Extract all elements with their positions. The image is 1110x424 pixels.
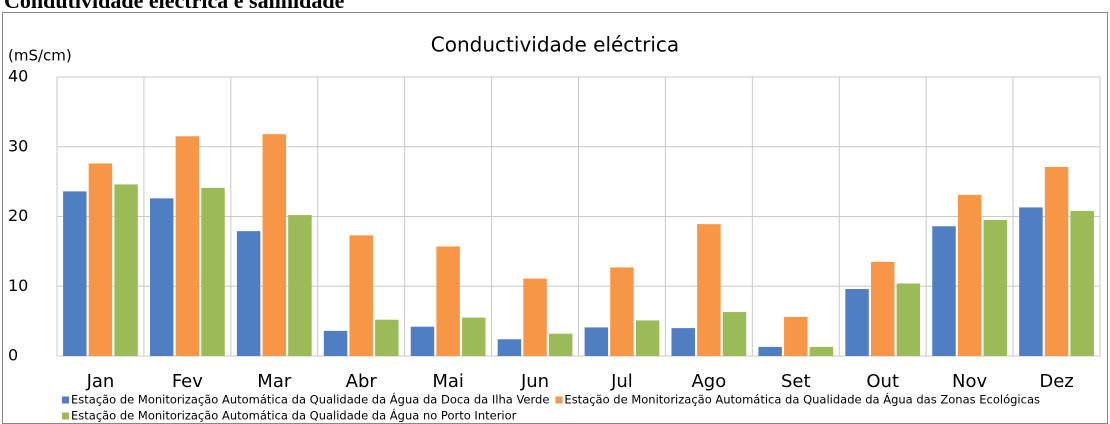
bar <box>983 219 1007 356</box>
x-tick-label: Set <box>781 371 811 392</box>
bar <box>610 267 634 356</box>
bar <box>236 231 261 356</box>
x-tick-label: Out <box>866 371 899 392</box>
x-tick-label: Jul <box>610 371 633 392</box>
y-tick-label: 0 <box>8 346 18 365</box>
y-axis-label: (mS/cm) <box>8 47 72 65</box>
x-tick-label: Dez <box>1039 371 1073 392</box>
chart-title: Conductividade eléctrica <box>431 33 679 57</box>
bar <box>1070 210 1094 356</box>
x-tick-label: Nov <box>952 371 987 392</box>
bar <box>436 246 460 356</box>
bar <box>722 312 747 356</box>
bar <box>323 330 348 356</box>
x-tick-label: Ago <box>691 371 726 392</box>
bar <box>635 320 660 356</box>
y-tick-label: 40 <box>8 67 28 86</box>
y-tick-label: 30 <box>8 136 28 155</box>
bar <box>410 326 435 356</box>
bar <box>896 283 921 356</box>
bar <box>671 328 695 356</box>
x-tick-label: Mai <box>432 371 464 392</box>
bar <box>462 317 486 356</box>
x-tick-label: Mar <box>257 371 292 392</box>
bar <box>114 184 138 356</box>
y-tick-label: 10 <box>8 276 28 295</box>
legend-label: Estação de Monitorização Automática da Q… <box>71 392 549 407</box>
legend-swatch <box>555 396 563 404</box>
bar <box>1044 166 1069 356</box>
bar <box>375 319 399 356</box>
x-tick-label: Jun <box>520 371 549 392</box>
bar <box>957 194 982 356</box>
bar <box>809 346 834 356</box>
bar <box>1019 207 1043 356</box>
bar <box>932 226 956 356</box>
bar <box>523 278 547 356</box>
x-tick-label: Abr <box>346 371 378 392</box>
bar <box>784 316 808 356</box>
x-tick-label: Jan <box>86 371 115 392</box>
bar <box>758 346 782 356</box>
bar <box>349 235 373 356</box>
page-heading: Condutividade eléctrica e salinidade <box>4 0 345 13</box>
bar <box>497 339 522 356</box>
bar <box>88 163 113 356</box>
legend-swatch <box>62 412 69 420</box>
y-tick-label: 20 <box>8 206 28 225</box>
bar <box>150 198 174 356</box>
bar <box>584 327 609 356</box>
bar <box>201 187 225 356</box>
x-tick-label: Fev <box>172 371 203 392</box>
bar <box>175 136 200 356</box>
legend-label: Estação de Monitorização Automática da Q… <box>71 408 517 423</box>
bar <box>870 261 895 356</box>
bar <box>288 215 312 356</box>
legend-swatch <box>62 396 69 404</box>
bar <box>262 134 287 356</box>
bar <box>845 289 869 356</box>
bar <box>63 191 87 356</box>
legend-label: Estação de Monitorização Automática da Q… <box>564 392 1040 407</box>
bar <box>697 224 721 356</box>
bar <box>548 333 573 356</box>
